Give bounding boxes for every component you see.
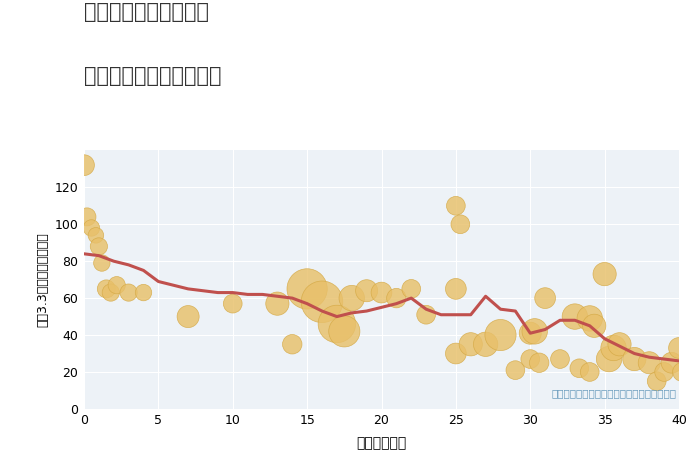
Point	[450, 285, 461, 293]
Point	[589, 322, 600, 329]
Point	[584, 368, 595, 376]
Point	[90, 232, 101, 239]
Point	[93, 243, 104, 250]
Point	[465, 340, 476, 348]
Point	[123, 289, 134, 297]
Point	[339, 328, 350, 335]
Point	[540, 294, 551, 302]
Point	[361, 287, 372, 295]
Point	[455, 220, 466, 228]
Point	[421, 311, 432, 319]
Point	[673, 344, 685, 352]
Point	[302, 285, 313, 293]
Y-axis label: 坪（3.3㎡）単価（万円）: 坪（3.3㎡）単価（万円）	[36, 232, 49, 327]
Point	[525, 355, 536, 363]
Point	[676, 368, 687, 376]
Point	[86, 224, 97, 232]
Point	[376, 289, 387, 297]
Point	[584, 315, 595, 322]
Point	[608, 344, 620, 352]
Point	[111, 282, 122, 289]
Point	[659, 368, 670, 376]
Point	[391, 294, 402, 302]
Point	[529, 328, 540, 335]
Point	[525, 329, 536, 337]
Point	[450, 202, 461, 210]
Text: 円の大きさは、取引のあった物件面積を示す: 円の大きさは、取引のあった物件面積を示す	[551, 389, 676, 399]
Point	[78, 161, 90, 169]
Point	[406, 285, 417, 293]
Point	[533, 359, 545, 367]
Point	[629, 355, 640, 363]
Point	[510, 367, 521, 374]
Point	[183, 313, 194, 321]
Point	[554, 355, 566, 363]
Point	[450, 350, 461, 357]
Text: 兵庫県姫路市御立中の: 兵庫県姫路市御立中の	[84, 2, 209, 23]
Point	[644, 359, 655, 367]
Point	[287, 340, 298, 348]
Point	[105, 289, 116, 297]
X-axis label: 築年数（年）: 築年数（年）	[356, 436, 407, 450]
Point	[614, 340, 625, 348]
Point	[346, 294, 357, 302]
Text: 築年数別中古戸建て価格: 築年数別中古戸建て価格	[84, 66, 221, 86]
Point	[603, 355, 615, 363]
Point	[96, 259, 108, 267]
Point	[574, 365, 585, 372]
Point	[138, 289, 149, 297]
Point	[227, 300, 238, 307]
Point	[101, 285, 112, 293]
Point	[651, 377, 662, 385]
Point	[480, 340, 491, 348]
Point	[495, 331, 506, 339]
Point	[666, 359, 677, 367]
Point	[599, 270, 610, 278]
Point	[272, 300, 283, 307]
Point	[569, 313, 580, 321]
Point	[331, 320, 342, 328]
Point	[81, 213, 92, 220]
Point	[316, 298, 328, 306]
